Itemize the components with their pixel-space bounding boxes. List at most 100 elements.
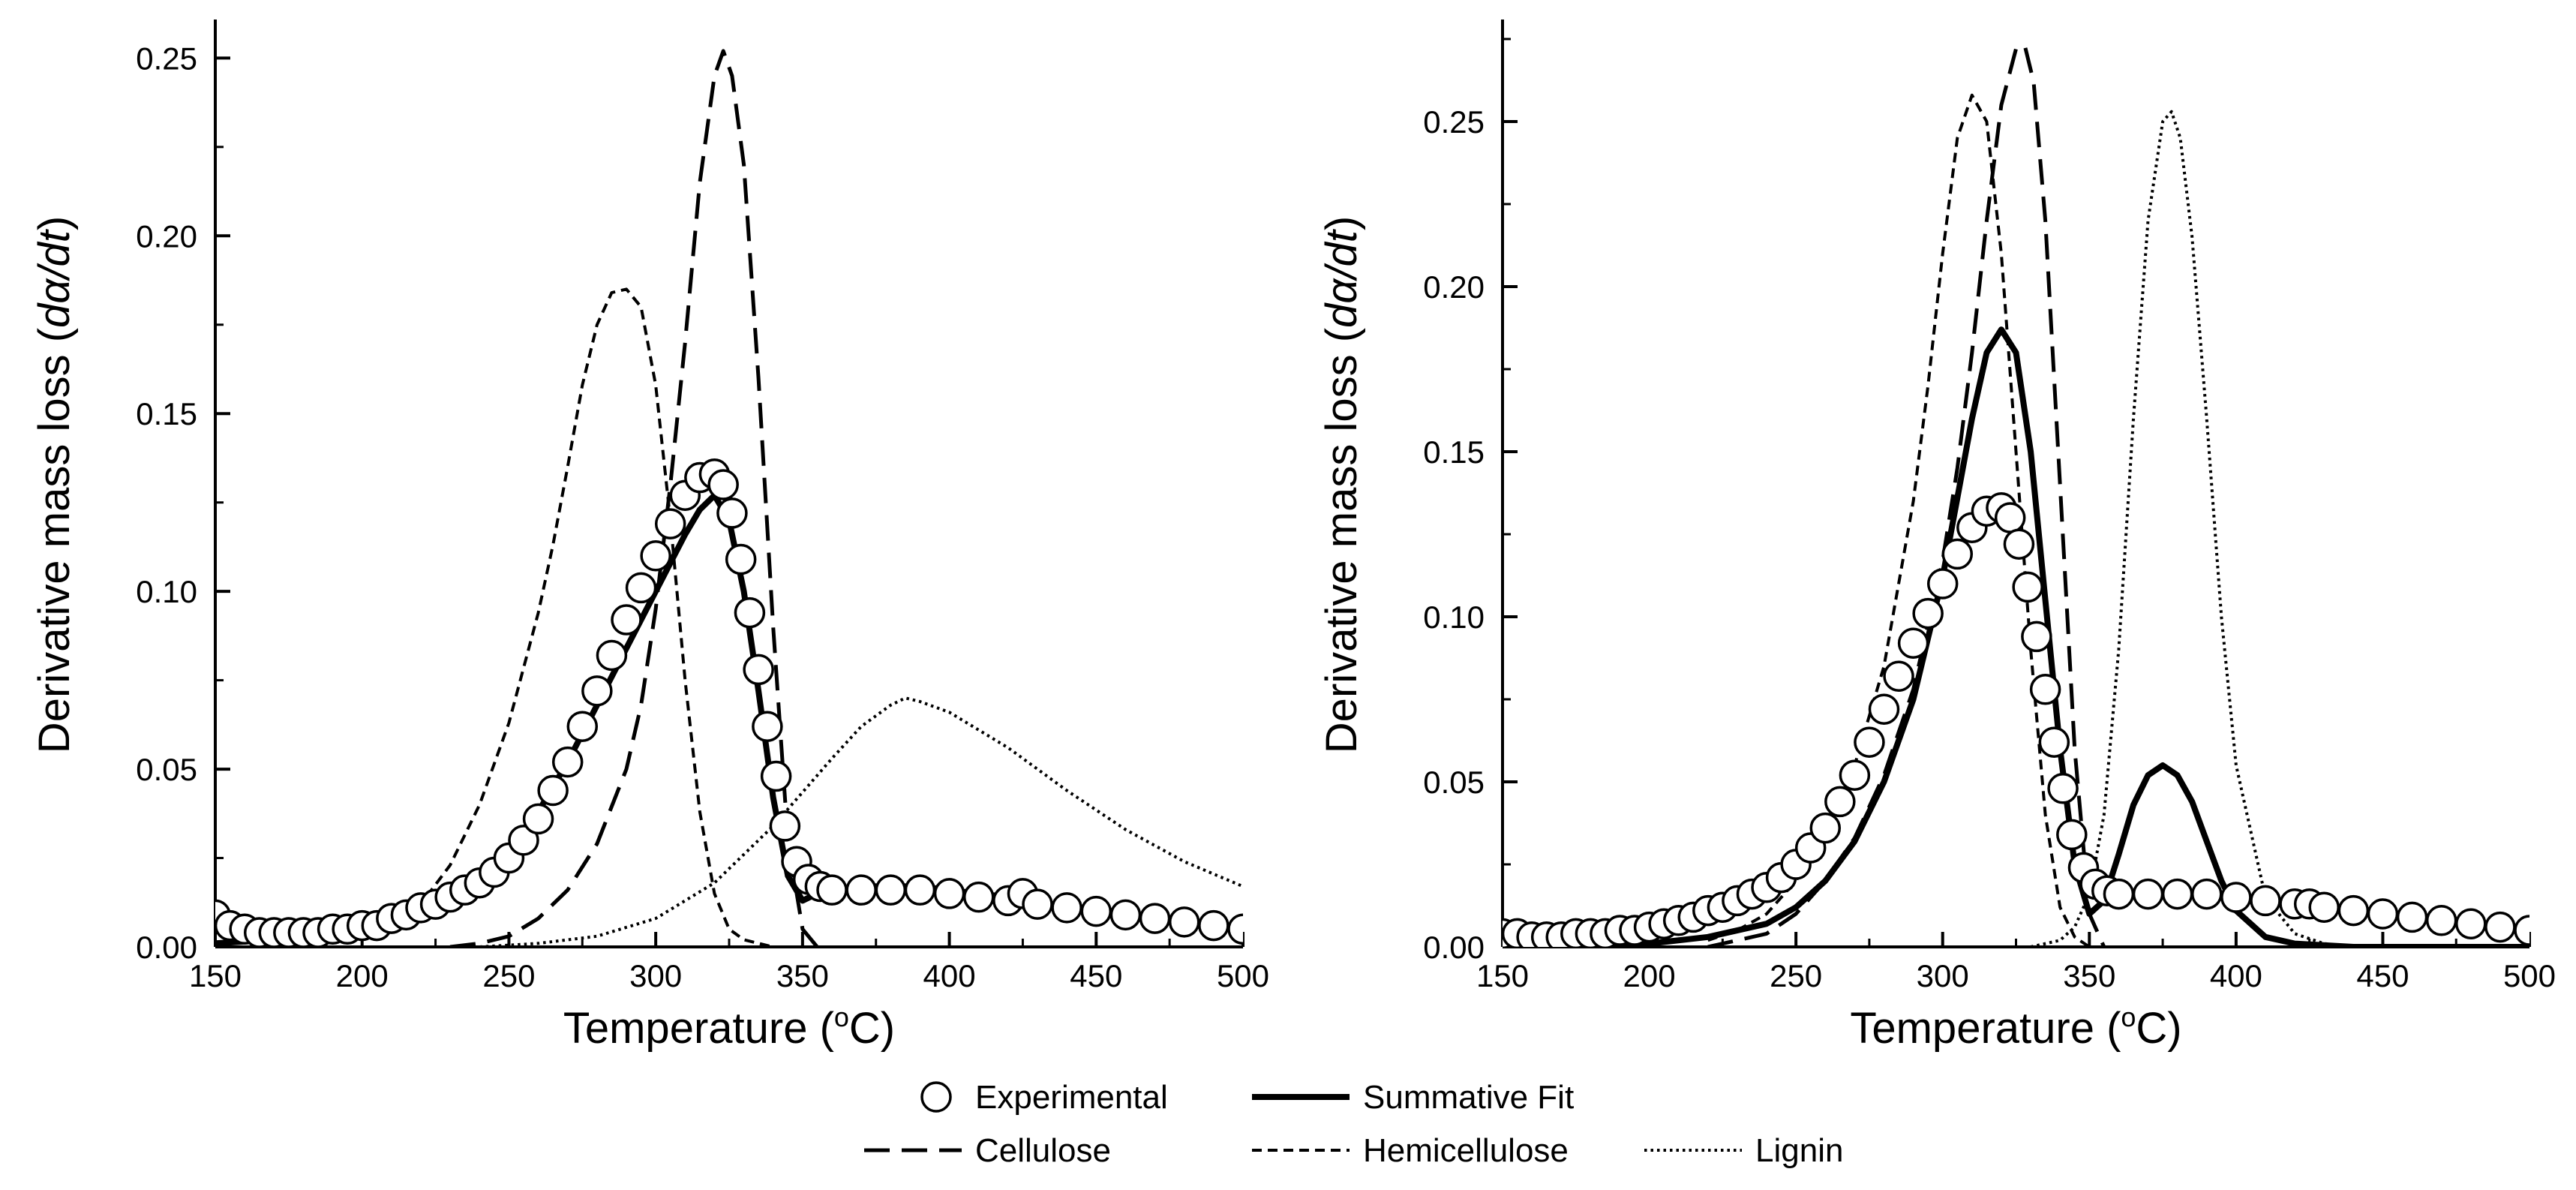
legend-label: Cellulose	[975, 1132, 1111, 1169]
experimental-point	[2484, 911, 2516, 943]
x-tick-label: 250	[1770, 958, 1822, 993]
y-tick-label: 0.25	[136, 41, 197, 76]
y-tick-label: 0.10	[1423, 600, 1485, 635]
x-tick-label: 350	[2063, 958, 2115, 993]
y-axis-title: Derivative mass loss (dα/dt)	[1317, 216, 1366, 753]
experimental-point	[551, 746, 584, 778]
experimental-point	[2220, 882, 2252, 913]
experimental-point	[2021, 621, 2052, 653]
experimental-point	[904, 874, 936, 906]
experimental-point	[2337, 894, 2370, 927]
experimental-point	[2396, 901, 2428, 933]
experimental-point	[1139, 903, 1171, 934]
experimental-point	[1994, 502, 2026, 533]
experimental-point	[2455, 908, 2487, 939]
experimental-point	[2161, 878, 2193, 910]
experimental-point	[1897, 627, 1929, 659]
x-tick-label: 500	[2503, 958, 2556, 993]
chart-panel-left: 150 200 250 300 350 400 450 500 0.00 0.05 0.10 0.15…	[30, 20, 1269, 1053]
experimental-point	[933, 878, 965, 909]
plot-area	[215, 49, 1243, 947]
experimental-point	[522, 803, 554, 835]
experimental-point	[734, 597, 766, 629]
series-hemicellulose-line	[1707, 93, 2091, 947]
experimental-point	[2250, 885, 2281, 917]
series-experimental	[1503, 492, 2529, 947]
experimental-point	[1109, 899, 1142, 931]
legend-item-hemicellulose: Hemicellulose	[1252, 1132, 1569, 1169]
experimental-point	[2367, 898, 2399, 930]
experimental-point	[725, 543, 757, 575]
experimental-point	[2514, 915, 2529, 946]
x-tick-label: 150	[1476, 958, 1529, 993]
x-tick-label: 300	[629, 958, 682, 993]
legend-symbol	[920, 1081, 952, 1113]
legend-item-lignin: Lignin	[1644, 1132, 1843, 1169]
series-cellulose-line	[1707, 44, 2106, 947]
x-axis-title: Temperature (oC)	[1850, 1002, 2181, 1053]
experimental-point	[1912, 597, 1944, 630]
series-lignin-line	[2030, 110, 2354, 947]
legend-label: Hemicellulose	[1363, 1132, 1569, 1169]
experimental-point	[962, 881, 995, 913]
series-experimental	[215, 458, 1243, 947]
series-summative-fit-line	[1503, 326, 2529, 947]
experimental-point	[1824, 786, 1856, 818]
y-tick-label: 0.10	[136, 574, 197, 609]
y-tick-label: 0.20	[136, 218, 197, 254]
y-axis-title: Derivative mass loss (dα/dt)	[30, 216, 79, 753]
series-hemicellulose-line	[361, 287, 774, 947]
experimental-point	[2308, 891, 2340, 923]
experimental-point	[769, 810, 801, 842]
experimental-point	[752, 711, 783, 742]
x-tick-label: 150	[189, 958, 242, 993]
y-tick-label: 0.00	[1423, 930, 1485, 965]
plot-area	[1503, 44, 2529, 947]
x-tick-label: 500	[1217, 958, 1269, 993]
experimental-point	[2103, 878, 2135, 910]
y-tick-label: 0.00	[136, 930, 197, 965]
experimental-point	[1022, 888, 1053, 920]
experimental-point	[1168, 906, 1200, 938]
legend-label: Experimental	[975, 1079, 1168, 1116]
x-tick-label: 350	[776, 958, 829, 993]
y-tick-label: 0.15	[1423, 434, 1485, 470]
x-tick-label: 450	[2356, 958, 2409, 993]
y-tick-label: 0.15	[136, 396, 197, 431]
y-tick-label: 0.25	[1423, 104, 1485, 140]
experimental-point	[2047, 773, 2079, 804]
experimental-point	[1198, 909, 1229, 942]
experimental-point	[508, 825, 539, 856]
legend-item-summative-fit: Summative Fit	[1252, 1079, 1574, 1116]
experimental-point	[2190, 878, 2223, 910]
experimental-point	[1809, 812, 1842, 844]
experimental-point	[654, 508, 686, 539]
experimental-point	[1051, 892, 1082, 924]
legend-label: Summative Fit	[1363, 1079, 1574, 1116]
chart-panel-right: 150 200 250 300 350 400 450 500 0.00 0.05 0.10 0.15…	[1317, 20, 2556, 1053]
experimental-point	[537, 774, 569, 807]
experimental-point	[2132, 878, 2164, 910]
experimental-point	[1868, 693, 1900, 725]
experimental-point	[2029, 674, 2061, 705]
y-tick-label: 0.05	[136, 752, 197, 787]
experimental-point	[1941, 538, 1974, 570]
experimental-point	[596, 639, 628, 672]
legend-item-experimental: Experimental	[920, 1079, 1168, 1116]
experimental-point	[743, 654, 774, 686]
y-tick-label: 0.20	[1423, 269, 1485, 305]
experimental-point	[716, 497, 748, 529]
experimental-point	[845, 874, 877, 906]
experimental-point	[1227, 913, 1243, 945]
experimental-point	[1883, 660, 1914, 692]
series-cellulose-line	[449, 49, 819, 947]
experimental-point	[1080, 895, 1112, 927]
x-tick-label: 200	[336, 958, 389, 993]
legend-label: Lignin	[1755, 1132, 1843, 1169]
x-tick-label: 400	[2210, 958, 2262, 993]
series-lignin-line	[479, 696, 1243, 947]
experimental-point	[1839, 759, 1871, 791]
experimental-point	[2003, 528, 2035, 560]
x-tick-label: 200	[1623, 958, 1676, 993]
experimental-point	[2056, 819, 2088, 851]
